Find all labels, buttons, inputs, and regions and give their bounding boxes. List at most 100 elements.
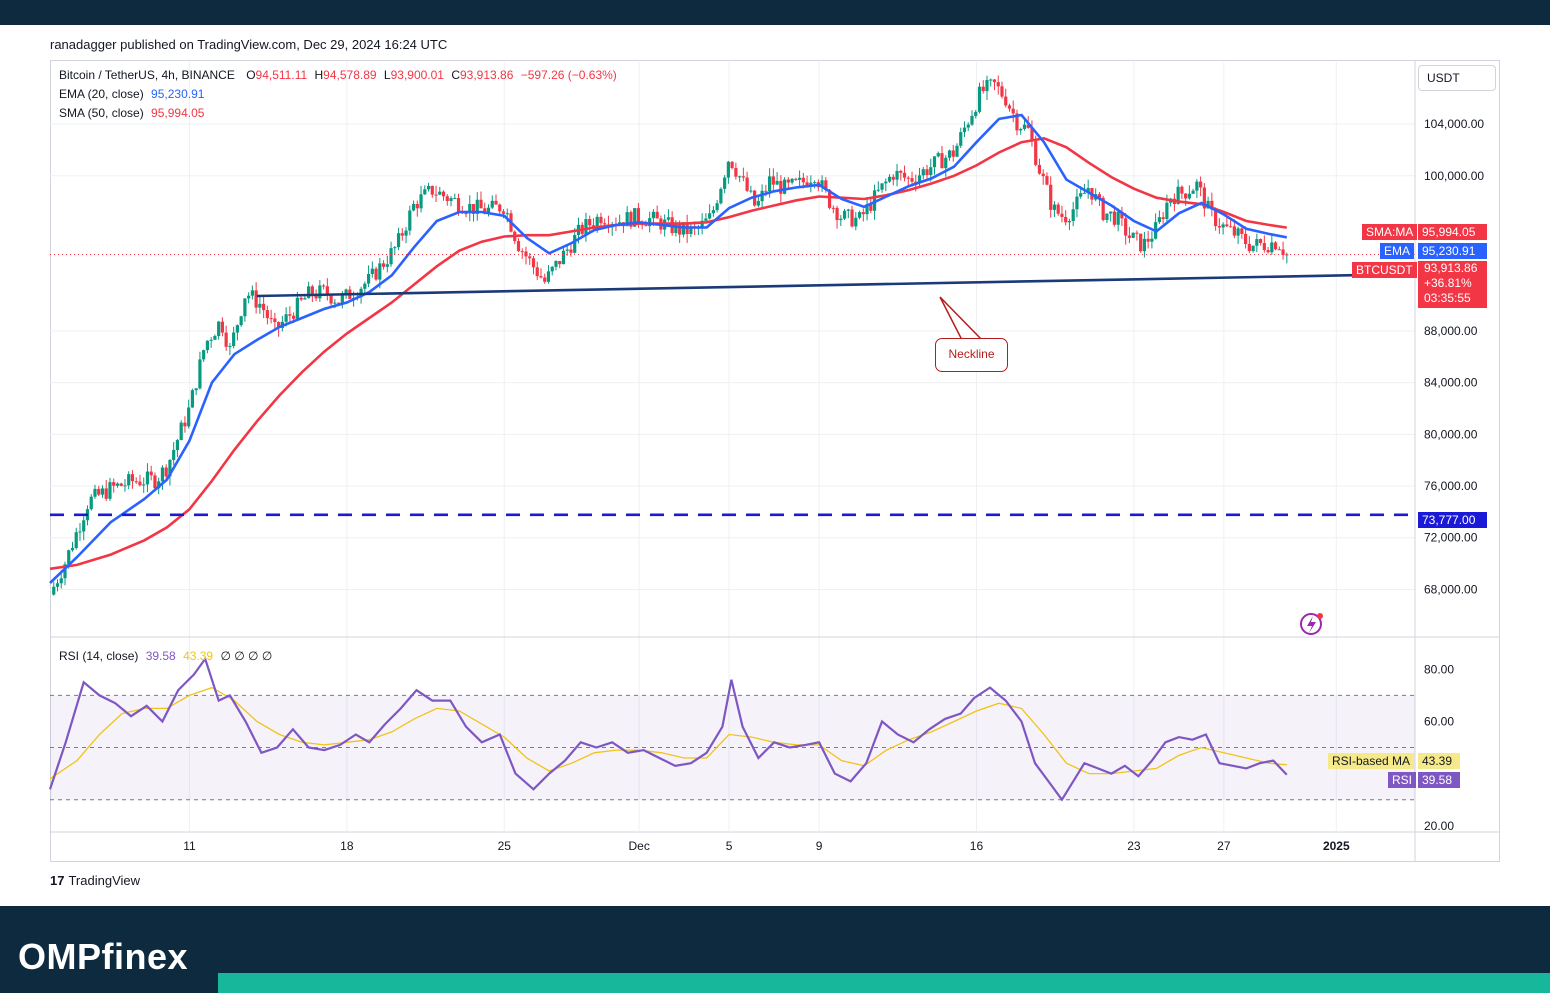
candle-body — [1262, 243, 1266, 251]
candle-body — [794, 178, 798, 180]
candle-body — [1109, 211, 1113, 214]
high-value: 94,578.89 — [323, 68, 377, 82]
candle-body — [213, 335, 217, 340]
candle-body — [539, 276, 543, 278]
candle-body — [265, 310, 269, 319]
candle-body — [419, 194, 423, 209]
candle-body — [951, 150, 955, 157]
candle-body — [1255, 239, 1259, 246]
currency-button[interactable]: USDT — [1418, 65, 1496, 91]
candle-body — [831, 207, 835, 209]
candle-body — [194, 388, 198, 391]
candle-body — [82, 520, 86, 532]
close-value: 93,913.86 — [460, 68, 514, 82]
candle-body — [565, 249, 569, 251]
candle-body — [625, 212, 629, 227]
candle-body — [471, 204, 476, 214]
candle-body — [340, 295, 344, 304]
candle-body — [940, 153, 944, 169]
candle-body — [1034, 141, 1038, 165]
candle-body — [1217, 226, 1221, 228]
candle-body — [771, 176, 775, 185]
rsi-tick-label: 80.00 — [1424, 662, 1454, 676]
candle-body — [1101, 197, 1105, 221]
candle-body — [220, 321, 225, 333]
candle-body — [633, 208, 637, 227]
candle-body — [55, 583, 60, 587]
candle-body — [366, 273, 371, 284]
candle-body — [1105, 213, 1109, 221]
candle-body — [947, 150, 952, 158]
sma-tag-name: SMA:MA — [1362, 224, 1418, 240]
candle-body — [168, 459, 172, 477]
sma-legend-value: 95,994.05 — [151, 106, 205, 120]
candle-body — [456, 198, 461, 212]
candle-body — [756, 201, 760, 206]
candle-body — [67, 550, 71, 565]
candle-body — [119, 483, 123, 486]
candle-body — [812, 182, 817, 184]
grid — [50, 62, 1415, 831]
candle-body — [254, 290, 258, 308]
candle-body — [1210, 200, 1214, 210]
candle-body — [1146, 238, 1150, 242]
candle-body — [303, 298, 307, 300]
candle-body — [700, 220, 704, 228]
candle-body — [1075, 196, 1079, 210]
rsi-ma-tag-value: 43.39 — [1418, 753, 1460, 769]
candle-body — [396, 233, 401, 248]
candle-body — [74, 532, 78, 548]
close-label: C — [451, 68, 460, 82]
candle-body — [228, 345, 232, 347]
candle-body — [112, 482, 116, 486]
candle-body — [655, 211, 659, 219]
candle-body — [1011, 108, 1015, 114]
candle-body — [130, 474, 135, 482]
candle-body — [374, 268, 378, 280]
candle-body — [550, 266, 554, 272]
sma-legend: SMA (50, close) 95,994.05 — [59, 106, 204, 120]
candle-body — [846, 209, 850, 211]
candle-body — [749, 190, 753, 192]
candle-body — [738, 176, 742, 178]
candle-body — [127, 474, 131, 486]
candle-body — [175, 440, 180, 450]
candle-body — [977, 86, 982, 112]
candle-body — [569, 249, 573, 253]
candle-body — [835, 207, 839, 221]
candle-body — [100, 488, 105, 495]
candle-body — [329, 295, 333, 304]
candle-body — [850, 209, 854, 227]
candle-body — [708, 213, 712, 219]
candle-body — [209, 339, 213, 341]
candle-body — [1206, 200, 1210, 209]
candle-body — [782, 179, 787, 194]
candle-body — [741, 176, 745, 178]
candle-body — [764, 190, 768, 192]
tradingview-logo[interactable]: 17 TradingView — [50, 873, 140, 888]
price-tick-label: 68,000.00 — [1424, 582, 1478, 596]
candle-body — [678, 223, 682, 235]
candle-body — [426, 185, 431, 190]
ema-tag-value: 95,230.91 — [1418, 243, 1487, 259]
time-tick-label: 16 — [970, 839, 984, 853]
candle-body — [726, 161, 730, 178]
candle-body — [479, 199, 483, 209]
candle-body — [1007, 105, 1012, 109]
neckline-line — [256, 272, 1416, 298]
candle-body — [869, 204, 873, 211]
neckline-callout-pointer — [939, 296, 984, 341]
candle-body — [561, 250, 566, 265]
alert-icon[interactable] — [1300, 613, 1323, 635]
candle-body — [955, 145, 959, 157]
candle-body — [1243, 233, 1248, 244]
candle-body — [93, 488, 97, 497]
tradingview-logo-text: TradingView — [68, 873, 141, 888]
candle-body — [438, 191, 442, 195]
candle-body — [243, 298, 247, 317]
candle-body — [250, 290, 254, 296]
candle-body — [52, 586, 56, 595]
candle-body — [528, 256, 532, 259]
low-label: L — [383, 68, 391, 82]
